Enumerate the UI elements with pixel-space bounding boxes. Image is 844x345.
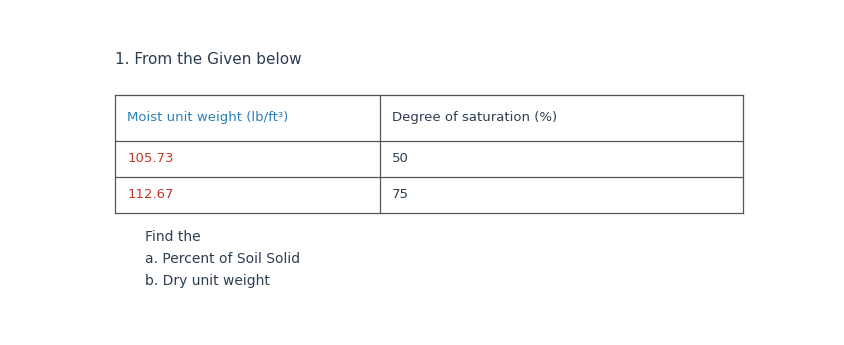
Text: Find the: Find the: [145, 230, 200, 244]
Text: a. Percent of Soil Solid: a. Percent of Soil Solid: [145, 252, 300, 266]
Text: 1. From the Given below: 1. From the Given below: [116, 52, 302, 67]
Text: Degree of saturation (%): Degree of saturation (%): [392, 111, 557, 124]
Text: 112.67: 112.67: [127, 188, 174, 201]
Text: Moist unit weight (lb/ft³): Moist unit weight (lb/ft³): [127, 111, 289, 124]
Text: 75: 75: [392, 188, 409, 201]
Text: b. Dry unit weight: b. Dry unit weight: [145, 274, 269, 288]
Text: 50: 50: [392, 152, 408, 166]
Text: 105.73: 105.73: [127, 152, 174, 166]
